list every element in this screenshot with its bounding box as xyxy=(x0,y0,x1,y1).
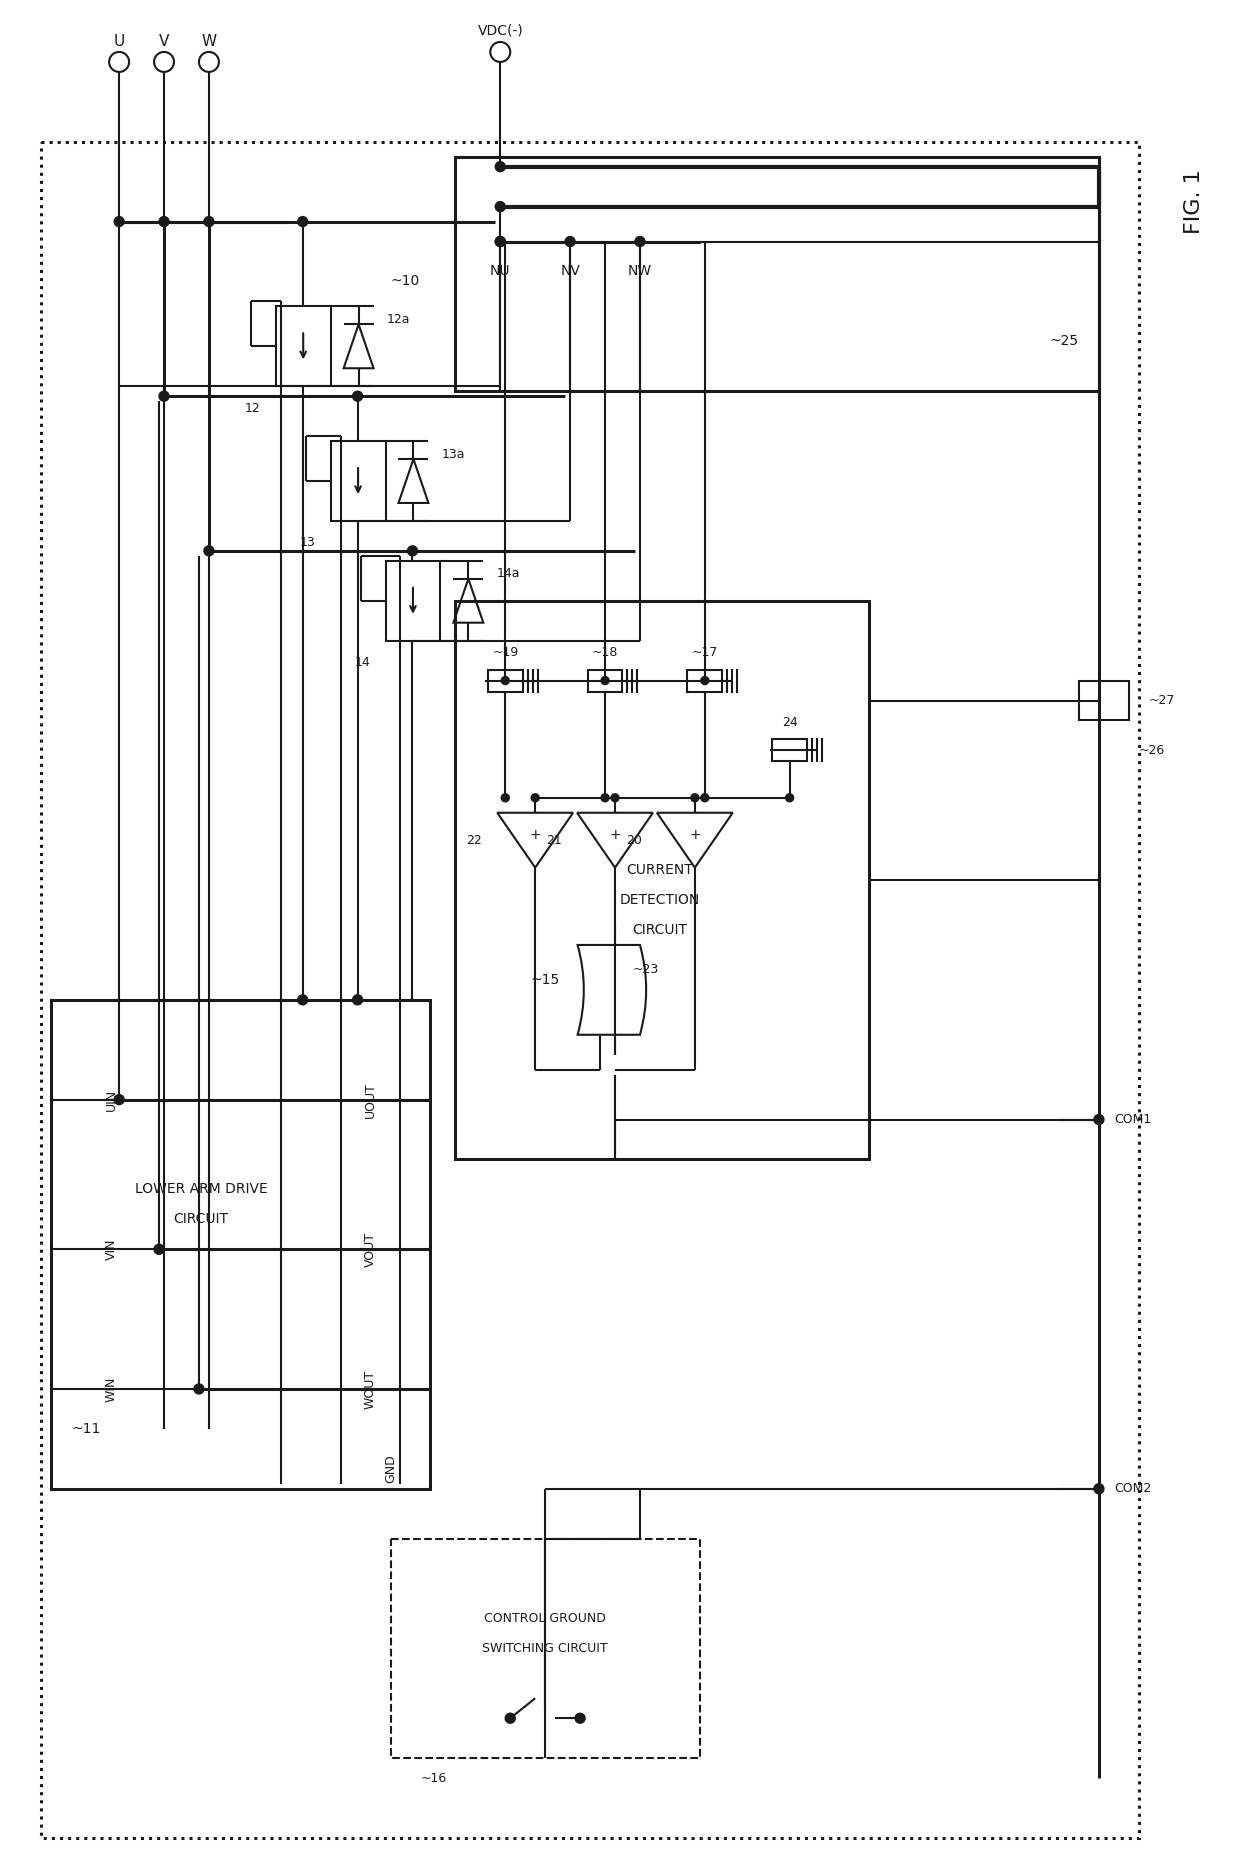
Circle shape xyxy=(786,795,794,802)
Text: UOUT: UOUT xyxy=(365,1082,377,1117)
Text: FIG. 1: FIG. 1 xyxy=(1184,169,1204,233)
Text: +: + xyxy=(609,828,621,843)
Circle shape xyxy=(701,676,709,685)
Bar xyxy=(275,306,331,387)
Text: CURRENT: CURRENT xyxy=(626,863,693,878)
Circle shape xyxy=(505,1713,516,1722)
Circle shape xyxy=(601,795,609,802)
Circle shape xyxy=(1094,1115,1104,1124)
Text: WOUT: WOUT xyxy=(365,1369,377,1409)
Bar xyxy=(455,157,1099,391)
Bar xyxy=(588,670,622,691)
Text: SWITCHING CIRCUIT: SWITCHING CIRCUIT xyxy=(482,1643,608,1656)
Bar xyxy=(1079,680,1128,720)
Text: +: + xyxy=(689,828,701,843)
Circle shape xyxy=(501,795,510,802)
Circle shape xyxy=(154,1245,164,1254)
Circle shape xyxy=(701,795,709,802)
Text: ~10: ~10 xyxy=(391,274,420,289)
Bar xyxy=(455,600,869,1159)
Bar xyxy=(391,1539,699,1758)
Bar xyxy=(41,143,1138,1837)
Text: ~25: ~25 xyxy=(1049,335,1078,348)
Text: LOWER ARM DRIVE: LOWER ARM DRIVE xyxy=(135,1182,268,1196)
Circle shape xyxy=(408,546,418,556)
Text: NV: NV xyxy=(560,265,580,278)
Circle shape xyxy=(575,1713,585,1722)
Text: ~19: ~19 xyxy=(492,646,518,659)
Text: WIN: WIN xyxy=(104,1376,118,1402)
Text: V: V xyxy=(159,35,169,50)
Text: COM2: COM2 xyxy=(1114,1482,1151,1495)
Circle shape xyxy=(531,795,539,802)
Text: GND: GND xyxy=(384,1454,397,1483)
Circle shape xyxy=(352,995,362,1006)
Circle shape xyxy=(352,391,362,402)
Circle shape xyxy=(114,217,124,226)
Text: VDC(-): VDC(-) xyxy=(477,22,523,37)
Text: VIN: VIN xyxy=(104,1239,118,1259)
Text: ~17: ~17 xyxy=(692,646,718,659)
Bar xyxy=(386,561,440,641)
Circle shape xyxy=(203,546,215,556)
Text: DETECTION: DETECTION xyxy=(620,893,701,907)
Circle shape xyxy=(495,237,505,246)
Circle shape xyxy=(611,795,619,802)
Circle shape xyxy=(159,391,169,402)
Circle shape xyxy=(114,1095,124,1104)
Circle shape xyxy=(298,217,308,226)
Text: ~18: ~18 xyxy=(591,646,619,659)
Circle shape xyxy=(691,795,699,802)
Text: 14: 14 xyxy=(355,656,371,669)
Circle shape xyxy=(635,237,645,246)
Circle shape xyxy=(495,161,505,172)
Text: +: + xyxy=(529,828,541,843)
Text: CIRCUIT: CIRCUIT xyxy=(174,1213,228,1226)
Circle shape xyxy=(601,676,609,685)
Text: 12: 12 xyxy=(246,402,260,415)
Text: W: W xyxy=(201,35,217,50)
Circle shape xyxy=(501,676,510,685)
Circle shape xyxy=(298,995,308,1006)
Bar xyxy=(773,739,807,761)
Text: VOUT: VOUT xyxy=(365,1232,377,1267)
Circle shape xyxy=(495,202,505,211)
Circle shape xyxy=(193,1383,203,1395)
Text: ~27: ~27 xyxy=(1148,694,1176,707)
Text: 13a: 13a xyxy=(441,448,465,461)
Circle shape xyxy=(565,237,575,246)
Text: ~26: ~26 xyxy=(1138,745,1166,757)
Text: 20: 20 xyxy=(626,833,642,846)
Text: 13: 13 xyxy=(300,537,316,550)
Text: 22: 22 xyxy=(466,833,482,846)
Circle shape xyxy=(1094,1483,1104,1495)
Bar xyxy=(51,1000,430,1489)
Text: ~15: ~15 xyxy=(531,972,559,987)
Text: ~16: ~16 xyxy=(420,1772,446,1785)
Bar xyxy=(687,670,722,691)
Text: NW: NW xyxy=(627,265,652,278)
Text: UIN: UIN xyxy=(104,1089,118,1111)
Text: 12a: 12a xyxy=(387,313,410,326)
Bar xyxy=(487,670,523,691)
Text: NU: NU xyxy=(490,265,511,278)
Text: 14a: 14a xyxy=(496,567,520,580)
Text: U: U xyxy=(114,35,125,50)
Circle shape xyxy=(495,237,505,246)
Text: 21: 21 xyxy=(547,833,562,846)
Circle shape xyxy=(159,217,169,226)
Bar xyxy=(331,441,386,520)
Text: CONTROL GROUND: CONTROL GROUND xyxy=(485,1611,606,1624)
Circle shape xyxy=(203,217,215,226)
Text: COM1: COM1 xyxy=(1114,1113,1151,1126)
Text: CIRCUIT: CIRCUIT xyxy=(632,922,687,937)
Text: 24: 24 xyxy=(781,717,797,730)
Text: ~23: ~23 xyxy=(632,963,660,976)
Text: ~11: ~11 xyxy=(71,1422,100,1435)
